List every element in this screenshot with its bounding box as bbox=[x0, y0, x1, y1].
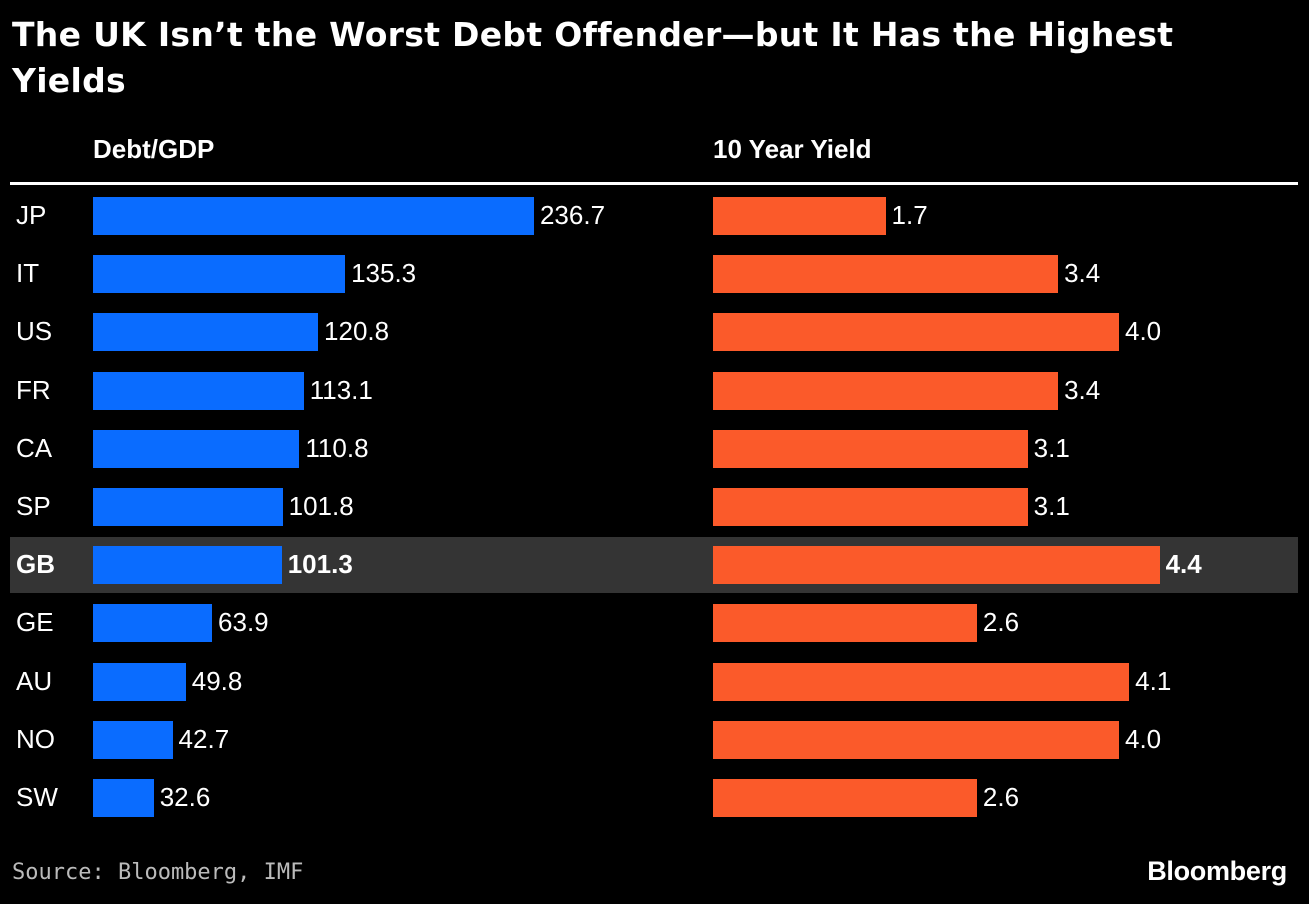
yield-value-label: 4.0 bbox=[1125, 723, 1162, 754]
yield-value-label: 2.6 bbox=[982, 782, 1020, 812]
debt-bar bbox=[93, 255, 346, 294]
yield-value-label: 3.1 bbox=[1033, 432, 1070, 463]
debt-bar bbox=[93, 779, 154, 817]
yield-bar bbox=[713, 720, 1119, 759]
yield-bar bbox=[713, 604, 977, 643]
yield-value-label: 3.4 bbox=[1064, 374, 1101, 405]
chart-title: The UK Isn’t the Worst Debt Offender—but… bbox=[12, 15, 1174, 100]
header-rule bbox=[10, 182, 1298, 185]
debt-value-label: 113.1 bbox=[309, 374, 373, 405]
debt-value-label: 101.3 bbox=[287, 549, 353, 580]
yield-bar bbox=[713, 779, 977, 817]
yield-bar bbox=[713, 313, 1119, 352]
debt-bar bbox=[93, 546, 282, 585]
debt-value-label: 120.8 bbox=[324, 316, 390, 347]
country-label: GE bbox=[16, 607, 54, 638]
country-label: CA bbox=[16, 432, 53, 463]
debt-value-label: 49.8 bbox=[191, 665, 243, 696]
country-label: AU bbox=[16, 665, 53, 696]
yield-header: 10 Year Yield bbox=[713, 134, 872, 164]
debt-bar bbox=[93, 429, 300, 468]
debt-value-label: 135.3 bbox=[351, 258, 417, 289]
yield-value-label: 1.7 bbox=[891, 200, 928, 230]
debt-value-label: 63.9 bbox=[218, 607, 269, 638]
country-label: NO bbox=[16, 723, 55, 754]
yield-value-label: 4.1 bbox=[1135, 665, 1172, 696]
debt-bar bbox=[93, 313, 319, 352]
country-label: IT bbox=[16, 258, 40, 289]
debt-bar bbox=[93, 371, 304, 410]
yield-bar bbox=[713, 197, 886, 235]
country-label: US bbox=[16, 316, 53, 347]
yield-bar bbox=[713, 429, 1028, 468]
country-label: SP bbox=[16, 491, 51, 521]
yield-bar bbox=[713, 255, 1059, 294]
debt-value-label: 236.7 bbox=[539, 200, 606, 230]
debt-bar bbox=[93, 720, 173, 759]
yield-bar bbox=[713, 662, 1130, 701]
yield-bar bbox=[713, 371, 1059, 410]
source-note: Source: Bloomberg, IMF bbox=[12, 860, 304, 885]
debt-value-label: 110.8 bbox=[305, 432, 369, 463]
yield-value-label: 4.4 bbox=[1165, 549, 1202, 580]
yield-value-label: 2.6 bbox=[982, 607, 1020, 638]
country-label: GB bbox=[16, 549, 55, 580]
yield-value-label: 4.0 bbox=[1125, 316, 1162, 347]
debt-bar bbox=[93, 488, 283, 526]
country-label: FR bbox=[16, 374, 51, 405]
debt-bar bbox=[93, 197, 534, 235]
debt-bar bbox=[93, 604, 213, 643]
yield-bar bbox=[713, 546, 1160, 585]
yield-bar bbox=[713, 488, 1028, 526]
country-label: JP bbox=[16, 200, 47, 230]
debt-gdp-header: Debt/GDP bbox=[93, 134, 215, 164]
debt-value-label: 42.7 bbox=[178, 723, 230, 754]
yield-value-label: 3.1 bbox=[1033, 491, 1070, 521]
debt-value-label: 101.8 bbox=[288, 491, 354, 521]
debt-bar bbox=[93, 662, 186, 701]
country-label: SW bbox=[16, 782, 58, 812]
debt-value-label: 32.6 bbox=[159, 782, 211, 812]
yield-value-label: 3.4 bbox=[1064, 258, 1101, 289]
bloomberg-logo: Bloomberg bbox=[1147, 856, 1287, 886]
